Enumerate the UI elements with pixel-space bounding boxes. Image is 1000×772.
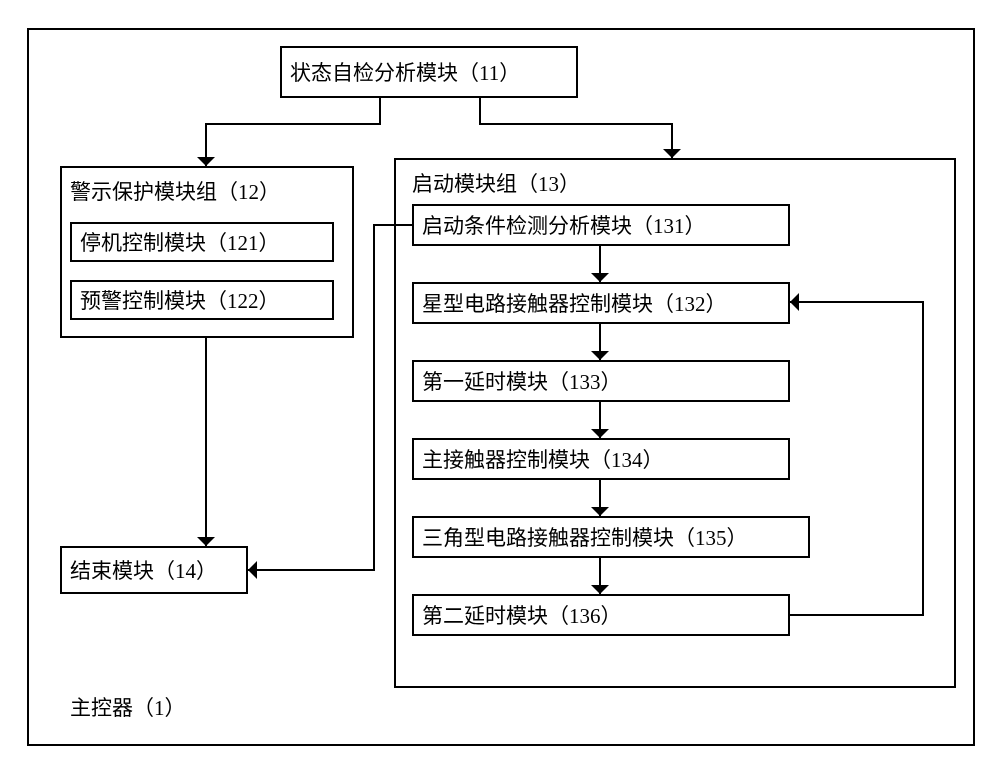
left-item-0: 停机控制模块（121）	[70, 222, 334, 262]
right-item-1: 星型电路接触器控制模块（132）	[412, 282, 790, 324]
left-item-1-label: 预警控制模块（122）	[80, 285, 280, 315]
left-item-0-label: 停机控制模块（121）	[80, 227, 280, 257]
right-item-3-label: 主接触器控制模块（134）	[422, 444, 664, 474]
right-item-5: 第二延时模块（136）	[412, 594, 790, 636]
end-module-label: 结束模块（14）	[70, 555, 217, 585]
right-item-0-label: 启动条件检测分析模块（131）	[422, 210, 706, 240]
top-module: 状态自检分析模块（11）	[280, 46, 578, 98]
right-item-0: 启动条件检测分析模块（131）	[412, 204, 790, 246]
right-item-4-label: 三角型电路接触器控制模块（135）	[422, 522, 748, 552]
left-item-1: 预警控制模块（122）	[70, 280, 334, 320]
right-item-2-label: 第一延时模块（133）	[422, 366, 622, 396]
right-item-3: 主接触器控制模块（134）	[412, 438, 790, 480]
right-group-title: 启动模块组（13）	[412, 168, 580, 198]
end-module: 结束模块（14）	[60, 546, 248, 594]
right-item-2: 第一延时模块（133）	[412, 360, 790, 402]
right-item-1-label: 星型电路接触器控制模块（132）	[422, 288, 727, 318]
outer-label: 主控器（1）	[70, 692, 186, 722]
right-item-5-label: 第二延时模块（136）	[422, 600, 622, 630]
diagram-canvas: 主控器（1） 状态自检分析模块（11） 警示保护模块组（12） 停机控制模块（1…	[0, 0, 1000, 772]
top-module-label: 状态自检分析模块（11）	[290, 57, 520, 87]
right-item-4: 三角型电路接触器控制模块（135）	[412, 516, 810, 558]
left-group-title: 警示保护模块组（12）	[70, 176, 280, 206]
